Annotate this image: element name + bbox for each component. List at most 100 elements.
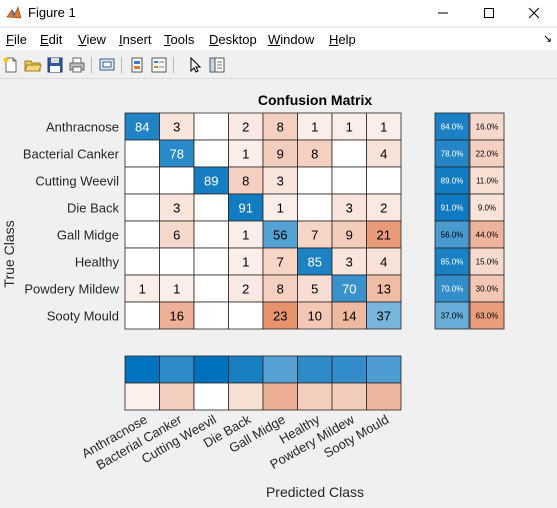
row-summary-correct-cell [434, 274, 470, 303]
matrix-cell-value: 56 [273, 228, 287, 243]
row-summary-correct-label: 37.0% [441, 312, 464, 321]
print-preview-icon[interactable] [98, 56, 116, 74]
matrix-cell-value: 1 [242, 255, 249, 270]
new-figure-icon[interactable] [2, 56, 20, 74]
column-summary-incorrect-cell [331, 382, 367, 411]
close-icon[interactable] [511, 0, 557, 26]
column-summary-correct-cell [297, 355, 333, 384]
matrix-cell [228, 247, 264, 276]
matrix-cell [159, 247, 195, 276]
row-tick-label: Gall Midge [57, 228, 119, 243]
column-summary-incorrect-cell [193, 382, 229, 411]
matrix-cell [159, 139, 195, 168]
row-tick-label: Anthracnose [46, 120, 119, 135]
matrix-cell [159, 301, 195, 330]
matrix-cell [124, 193, 160, 222]
matrix-cell-value: 14 [342, 309, 356, 324]
dock-figure-icon[interactable]: ↘ [543, 33, 553, 45]
print-icon[interactable] [68, 56, 86, 74]
row-tick-label: Cutting Weevil [35, 174, 119, 189]
row-summary-correct-label: 85.0% [441, 258, 464, 267]
matrix-cell-value: 4 [380, 255, 387, 270]
matrix-cell [297, 220, 333, 249]
menu-edit[interactable]: Edit [40, 32, 63, 47]
row-summary-correct-cell [434, 112, 470, 141]
column-summary-correct-cell [193, 355, 229, 384]
matrix-cell-value: 8 [242, 174, 249, 189]
row-summary-incorrect-label: 15.0% [476, 258, 499, 267]
column-summary-incorrect-cell [366, 382, 402, 411]
matrix-cell-value: 2 [242, 282, 249, 297]
menu-help[interactable]: Help [329, 32, 356, 47]
matrix-cell [193, 139, 229, 168]
matrix-cell-value: 7 [277, 255, 284, 270]
edit-plot-arrow-icon[interactable] [186, 56, 204, 74]
row-summary-incorrect-cell [469, 274, 505, 303]
matrix-cell-value: 85 [308, 255, 322, 270]
menu-window[interactable]: Window [268, 32, 315, 47]
property-inspector-icon[interactable] [208, 56, 226, 74]
matrix-cell [331, 301, 367, 330]
matrix-cell-value: 1 [277, 201, 284, 216]
matrix-cell [331, 274, 367, 303]
matrix-cell [193, 220, 229, 249]
matrix-cell [366, 301, 402, 330]
matrix-cell-value: 23 [273, 309, 287, 324]
row-summary-incorrect-cell [469, 247, 505, 276]
matrix-cell [193, 301, 229, 330]
matrix-cell-value: 13 [377, 282, 391, 297]
save-icon[interactable] [46, 56, 64, 74]
maximize-icon[interactable] [466, 0, 512, 26]
matrix-cell-value: 10 [308, 309, 322, 324]
menu-insert[interactable]: Insert [119, 32, 152, 47]
matrix-cell [124, 220, 160, 249]
menu-tools[interactable]: Tools [164, 32, 195, 47]
matrix-cell [193, 274, 229, 303]
row-summary-incorrect-label: 30.0% [476, 285, 499, 294]
matrix-cell-value: 89 [204, 174, 218, 189]
matrix-cell [366, 139, 402, 168]
toolbar-separator [121, 57, 122, 73]
matrix-cell-value: 1 [242, 147, 249, 162]
matrix-cell-value: 3 [277, 174, 284, 189]
row-summary-correct-label: 89.0% [441, 177, 464, 186]
matrix-cell [366, 112, 402, 141]
title-bar: Figure 1 [0, 0, 557, 26]
row-summary-incorrect-label: 44.0% [476, 231, 499, 240]
matrix-cell [297, 166, 333, 195]
toolbar-separator [173, 57, 174, 73]
matrix-cell [228, 112, 264, 141]
matrix-cell-value: 8 [277, 282, 284, 297]
toolbar-separator [91, 57, 92, 73]
link-plot-icon[interactable] [128, 56, 146, 74]
matrix-cell-value: 84 [135, 120, 149, 135]
matrix-cell [331, 139, 367, 168]
matrix-cell [262, 166, 298, 195]
matrix-cell-value: 1 [173, 282, 180, 297]
matrix-cell-value: 3 [346, 201, 353, 216]
column-summary-correct-cell [159, 355, 195, 384]
menu-view[interactable]: View [78, 32, 106, 47]
row-summary-incorrect-cell [469, 166, 505, 195]
matrix-cell-value: 6 [173, 228, 180, 243]
matrix-cell [124, 139, 160, 168]
x-axis-label: Predicted Class [266, 484, 364, 500]
matrix-cell-value: 78 [170, 147, 184, 162]
insert-legend-icon[interactable] [150, 56, 168, 74]
matrix-cell-value: 1 [242, 228, 249, 243]
matrix-cell [193, 247, 229, 276]
matrix-cell-value: 1 [346, 120, 353, 135]
matrix-cell [193, 166, 229, 195]
column-summary-correct-cell [124, 355, 160, 384]
matrix-cell [159, 166, 195, 195]
matrix-cell [262, 274, 298, 303]
menu-file[interactable]: File [6, 32, 27, 47]
matrix-cell [262, 220, 298, 249]
menu-desktop[interactable]: Desktop [209, 32, 257, 47]
matrix-cell [228, 139, 264, 168]
matrix-cell-value: 16 [170, 309, 184, 324]
minimize-icon[interactable] [420, 0, 466, 26]
column-summary-incorrect-cell [262, 382, 298, 411]
column-summary-incorrect-cell [228, 382, 264, 411]
open-file-icon[interactable] [24, 56, 42, 74]
